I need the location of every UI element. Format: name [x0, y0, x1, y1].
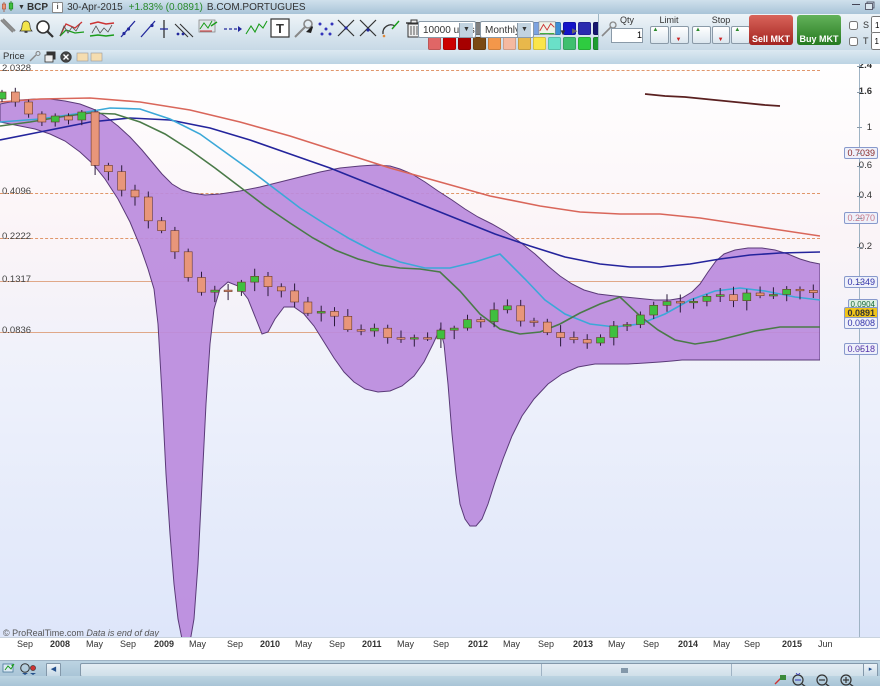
svg-text:T: T: [276, 21, 284, 36]
